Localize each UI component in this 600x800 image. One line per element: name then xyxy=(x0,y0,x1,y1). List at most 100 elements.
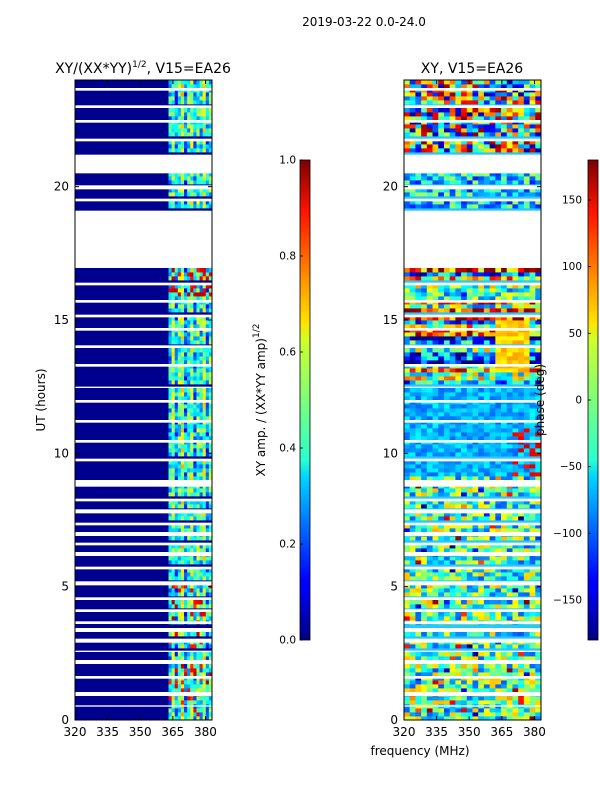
phase-heatmap-cell xyxy=(449,556,456,561)
phase-heatmap-cell xyxy=(483,376,491,381)
phase-heatmap-cell xyxy=(432,644,439,649)
amp-heatmap-cell xyxy=(177,288,182,293)
phase-heatmap-cell xyxy=(506,500,513,505)
phase-heatmap-cell xyxy=(466,512,473,517)
phase-heatmap-cell xyxy=(495,488,502,493)
phase-heatmap-cell xyxy=(518,656,525,661)
phase-heatmap-cell xyxy=(535,116,542,121)
amp-heatmap-cell xyxy=(208,536,213,541)
phase-heatmap-cell xyxy=(535,172,542,177)
phase-heatmap-cell xyxy=(443,336,451,341)
phase-heatmap-cell xyxy=(529,468,536,473)
phase-heatmap-cell xyxy=(535,372,542,377)
amp-heatmap-cell xyxy=(205,664,210,669)
phase-heatmap-cell xyxy=(415,644,422,649)
phase-heatmap-cell xyxy=(523,320,530,325)
amp-heatmap-cell xyxy=(196,572,200,577)
amp-heatmap-cell xyxy=(199,404,204,409)
amp-heatmap-cell xyxy=(208,380,213,385)
phase-heatmap-cell xyxy=(512,84,519,89)
phase-heatmap-cell xyxy=(443,276,451,281)
phase-heatmap-cell xyxy=(506,192,513,197)
phase-heatmap-cell xyxy=(506,84,513,89)
amp-heatmap-cell xyxy=(168,512,173,517)
phase-heatmap-cell xyxy=(478,616,485,621)
amp-heatmap-cell xyxy=(171,352,176,357)
phase-heatmap-cell xyxy=(483,652,491,657)
phase-heatmap-cell xyxy=(489,472,496,477)
phase-heatmap-cell xyxy=(478,548,485,553)
phase-heatmap-cell xyxy=(489,352,496,357)
phase-heatmap-cell xyxy=(443,92,451,97)
amp-heatmap-cell xyxy=(190,188,194,193)
phase-heatmap-cell xyxy=(529,672,536,677)
amp-heatmap-cell xyxy=(193,672,197,677)
amp-heatmap-cell xyxy=(202,544,207,549)
phase-heatmap-cell xyxy=(404,308,411,313)
amp-heatmap-cell xyxy=(205,432,210,437)
amp-heatmap-cell xyxy=(208,488,213,493)
phase-heatmap-cell xyxy=(512,408,519,413)
phase-heatmap-cell xyxy=(512,516,519,521)
amp-heatmap-cell xyxy=(184,316,188,321)
amp-heatmap-cell xyxy=(177,372,182,377)
phase-heatmap-cell xyxy=(466,600,473,605)
phase-colorbar-tick-label: 0 xyxy=(575,395,582,407)
phase-heatmap-cell xyxy=(438,588,445,593)
phase-heatmap-cell xyxy=(523,472,530,477)
phase-heatmap-cell xyxy=(443,432,451,437)
phase-heatmap-cell xyxy=(495,492,502,497)
phase-heatmap-cell xyxy=(506,452,513,457)
phase-heatmap-cell xyxy=(421,696,428,701)
amp-heatmap-cell xyxy=(196,472,200,477)
amp-heatmap-cell xyxy=(193,284,197,289)
phase-heatmap-cell xyxy=(472,108,479,113)
phase-heatmap-cell xyxy=(455,572,462,577)
amp-heatmap-cell xyxy=(180,296,185,301)
phase-heatmap-cell xyxy=(472,140,479,145)
amp-heatmap-cell xyxy=(199,664,204,669)
amp-heatmap-cell xyxy=(196,372,200,377)
amp-heatmap-cell xyxy=(174,504,179,509)
phase-heatmap-cell xyxy=(523,180,530,185)
phase-heatmap-cell xyxy=(518,404,525,409)
phase-heatmap-cell xyxy=(415,568,422,573)
phase-heatmap-cell xyxy=(421,192,428,197)
amp-heatmap-cell xyxy=(187,80,191,85)
phase-heatmap-cell xyxy=(466,428,473,433)
phase-heatmap-cell xyxy=(495,292,502,297)
phase-heatmap-cell xyxy=(489,288,496,293)
phase-heatmap-cell xyxy=(518,684,525,689)
phase-heatmap-cell xyxy=(478,664,485,669)
phase-heatmap-cell xyxy=(415,528,422,533)
amp-heatmap-cell xyxy=(174,584,179,589)
amp-heatmap-cell xyxy=(190,424,194,429)
phase-heatmap-cell xyxy=(438,504,445,509)
phase-heatmap-cell xyxy=(518,444,525,449)
phase-heatmap-cell xyxy=(461,308,468,313)
phase-heatmap-cell xyxy=(466,96,473,101)
phase-heatmap-cell xyxy=(455,656,462,661)
phase-heatmap-cell xyxy=(518,416,525,421)
phase-heatmap-cell xyxy=(404,200,411,205)
amp-heatmap-cell xyxy=(171,284,176,289)
phase-heatmap-cell xyxy=(449,92,456,97)
amp-heatmap-cell xyxy=(208,348,213,353)
amp-heatmap-cell xyxy=(208,284,213,289)
amp-heatmap-cell xyxy=(190,652,194,657)
phase-heatmap-cell xyxy=(512,404,519,409)
amp-heatmap-cell xyxy=(174,428,179,433)
phase-heatmap-cell xyxy=(455,324,462,329)
phase-heatmap-cell xyxy=(438,452,445,457)
phase-heatmap-cell xyxy=(415,664,422,669)
phase-heatmap-cell xyxy=(421,332,428,337)
amp-heatmap-cell xyxy=(180,488,185,493)
phase-heatmap-cell xyxy=(535,632,542,637)
phase-heatmap-cell xyxy=(506,128,513,133)
amp-heatmap-cell xyxy=(177,612,182,617)
phase-heatmap-cell xyxy=(421,392,428,397)
phase-heatmap-cell xyxy=(501,408,508,413)
phase-heatmap-cell xyxy=(455,612,462,617)
phase-heatmap-cell xyxy=(523,96,530,101)
amp-heatmap-cell xyxy=(199,320,204,325)
